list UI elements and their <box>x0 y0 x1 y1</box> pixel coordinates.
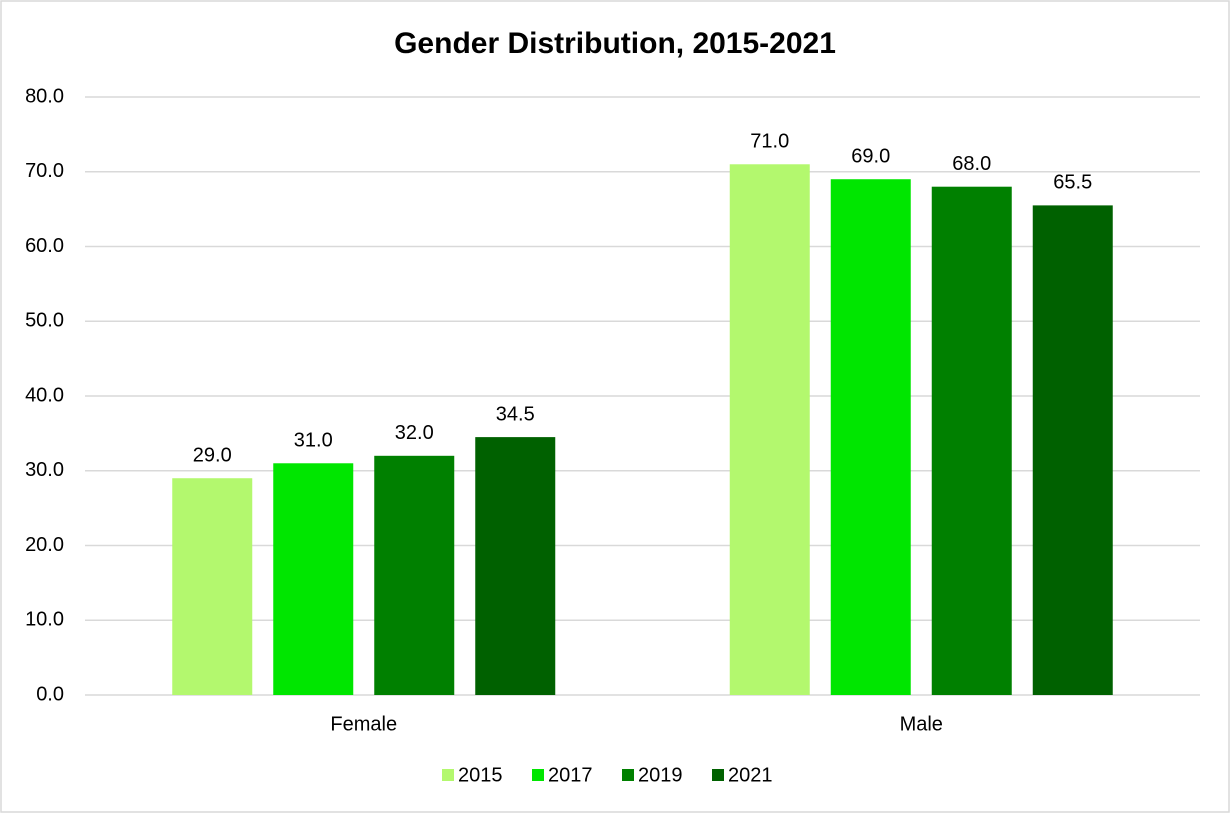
chart-title: Gender Distribution, 2015-2021 <box>394 27 836 60</box>
legend-label: 2015 <box>458 764 503 786</box>
x-tick-label: Female <box>330 713 397 735</box>
y-tick-label: 30.0 <box>25 459 64 481</box>
bar <box>931 186 1012 695</box>
y-tick-label: 10.0 <box>25 609 64 631</box>
bar <box>1032 205 1113 695</box>
legend-swatch <box>712 769 724 781</box>
data-label: 71.0 <box>750 131 789 153</box>
y-tick-label: 70.0 <box>25 160 64 182</box>
data-label: 68.0 <box>952 153 991 175</box>
legend-label: 2019 <box>638 764 683 786</box>
data-label: 34.5 <box>496 403 535 425</box>
y-tick-label: 0.0 <box>36 683 64 705</box>
x-tick-label: Male <box>900 713 943 735</box>
y-tick-label: 50.0 <box>25 310 64 332</box>
legend-swatch <box>442 769 454 781</box>
y-tick-label: 20.0 <box>25 534 64 556</box>
bar <box>172 478 253 695</box>
bar <box>374 455 455 695</box>
y-tick-label: 40.0 <box>25 384 64 406</box>
legend-swatch <box>622 769 634 781</box>
legend-swatch <box>532 769 544 781</box>
bar <box>475 437 556 695</box>
legend-label: 2017 <box>548 764 593 786</box>
bar <box>729 164 810 695</box>
data-label: 69.0 <box>851 146 890 168</box>
y-tick-label: 60.0 <box>25 235 64 257</box>
legend-label: 2021 <box>728 764 773 786</box>
bar <box>830 179 911 696</box>
data-label: 29.0 <box>193 445 232 467</box>
y-tick-label: 80.0 <box>25 85 64 107</box>
bar <box>273 463 354 695</box>
data-label: 65.5 <box>1053 172 1092 194</box>
data-label: 32.0 <box>395 422 434 444</box>
data-label: 31.0 <box>294 430 333 452</box>
